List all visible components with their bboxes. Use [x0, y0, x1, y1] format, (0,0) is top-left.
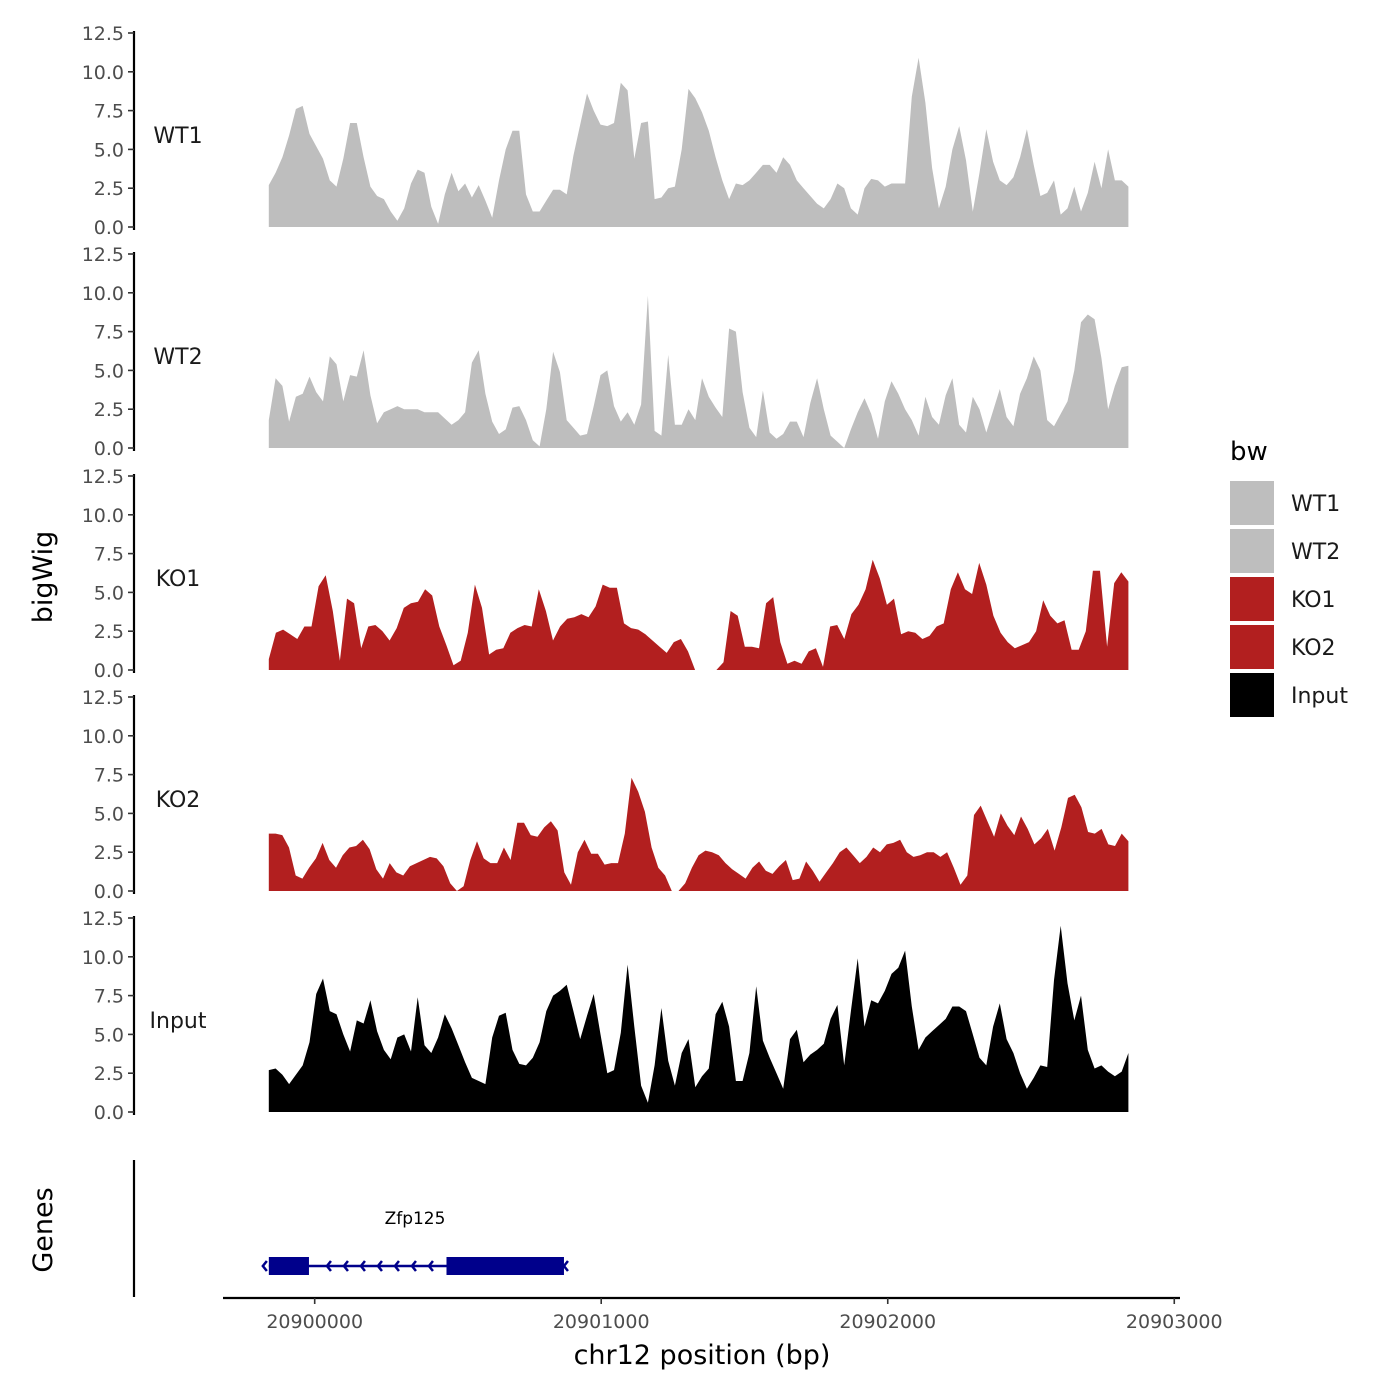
gene-panel: Zfp125 [132, 1160, 569, 1297]
gene-exon [446, 1257, 564, 1275]
strand-arrow [325, 1260, 332, 1272]
x-tick-label: 20901000 [553, 1311, 650, 1333]
legend-label-wt1: WT1 [1291, 492, 1340, 517]
gene-exon [268, 1257, 309, 1275]
y-tick-label: 12.5 [82, 23, 124, 45]
y-tick-label: 12.5 [82, 244, 124, 266]
y-tick-label: 0.0 [94, 660, 124, 682]
y-tick-label: 10.0 [82, 505, 124, 527]
y-tick-label: 2.5 [94, 1063, 124, 1085]
legend-label-wt2: WT2 [1291, 540, 1340, 565]
y-axis-title: bigWig [28, 531, 59, 624]
y-tick-label: 2.5 [94, 178, 124, 200]
strand-arrow [427, 1260, 434, 1272]
y-tick-label: 2.5 [94, 399, 124, 421]
bigwig-tracks: WT1 WT2 KO1 KO2 Input [150, 57, 1129, 1112]
y-tick-label: 7.5 [94, 544, 124, 566]
strand-arrow [410, 1260, 417, 1272]
x-axis-title: chr12 position (bp) [574, 1340, 831, 1371]
y-tick-label: 10.0 [82, 62, 124, 84]
y-tick-label: 7.5 [94, 101, 124, 123]
track-label-wt1: WT1 [153, 124, 202, 149]
y-tick-label: 2.5 [94, 842, 124, 864]
area-wt2 [268, 295, 1129, 448]
x-tick-label: 20902000 [839, 1311, 936, 1333]
x-axis: 20900000 20901000 20902000 20903000 [223, 1296, 1223, 1333]
y-tick-label: 0.0 [94, 881, 124, 903]
y-axes: 0.0 2.5 5.0 7.5 10.0 12.5 0.0 2.5 5.0 7.5 10.0 12.5… [82, 23, 136, 1124]
y-tick-label: 5.0 [94, 803, 124, 825]
y-tick-label: 2.5 [94, 621, 124, 643]
legend-label-input: Input [1291, 684, 1348, 709]
area-wt1 [268, 57, 1129, 227]
area-input [268, 925, 1129, 1112]
legend-swatch-input [1230, 673, 1274, 717]
y-tick-label: 7.5 [94, 765, 124, 787]
track-label-input: Input [150, 1009, 207, 1034]
y-tick-label: 10.0 [82, 947, 124, 969]
genes-axis-title: Genes [28, 1187, 59, 1272]
strand-arrow [359, 1260, 366, 1272]
y-tick-label: 0.0 [94, 217, 124, 239]
y-tick-label: 10.0 [82, 726, 124, 748]
legend-swatch-ko2 [1230, 625, 1274, 669]
legend-swatch-ko1 [1230, 577, 1274, 621]
legend-swatch-wt2 [1230, 529, 1274, 573]
track-label-wt2: WT2 [153, 345, 202, 370]
y-tick-label: 5.0 [94, 582, 124, 604]
legend-swatch-wt1 [1230, 481, 1274, 525]
y-tick-label: 12.5 [82, 466, 124, 488]
gene-label: Zfp125 [385, 1209, 446, 1229]
y-tick-label: 7.5 [94, 322, 124, 344]
x-tick-label: 20903000 [1126, 1311, 1223, 1333]
area-ko2 [268, 777, 1129, 891]
strand-arrow [393, 1260, 400, 1272]
legend-title: bw [1230, 437, 1268, 467]
y-tick-label: 12.5 [82, 687, 124, 709]
y-tick-label: 10.0 [82, 283, 124, 305]
y-tick-label: 5.0 [94, 360, 124, 382]
y-tick-label: 12.5 [82, 908, 124, 930]
legend-label-ko2: KO2 [1291, 636, 1336, 661]
legend-label-ko1: KO1 [1291, 588, 1336, 613]
track-label-ko2: KO2 [156, 788, 201, 813]
y-tick-label: 5.0 [94, 139, 124, 161]
y-tick-label: 0.0 [94, 438, 124, 460]
y-tick-label: 5.0 [94, 1024, 124, 1046]
x-tick-label: 20900000 [266, 1311, 363, 1333]
track-label-ko1: KO1 [156, 567, 201, 592]
legend: bw WT1 WT2 KO1 KO2 Input [1230, 437, 1348, 717]
y-tick-label: 7.5 [94, 986, 124, 1008]
strand-arrow [376, 1260, 383, 1272]
y-tick-label: 0.0 [94, 1102, 124, 1124]
area-ko1 [268, 559, 1129, 670]
strand-arrow [562, 1260, 569, 1272]
strand-arrow [342, 1260, 349, 1272]
strand-arrow [261, 1260, 268, 1272]
